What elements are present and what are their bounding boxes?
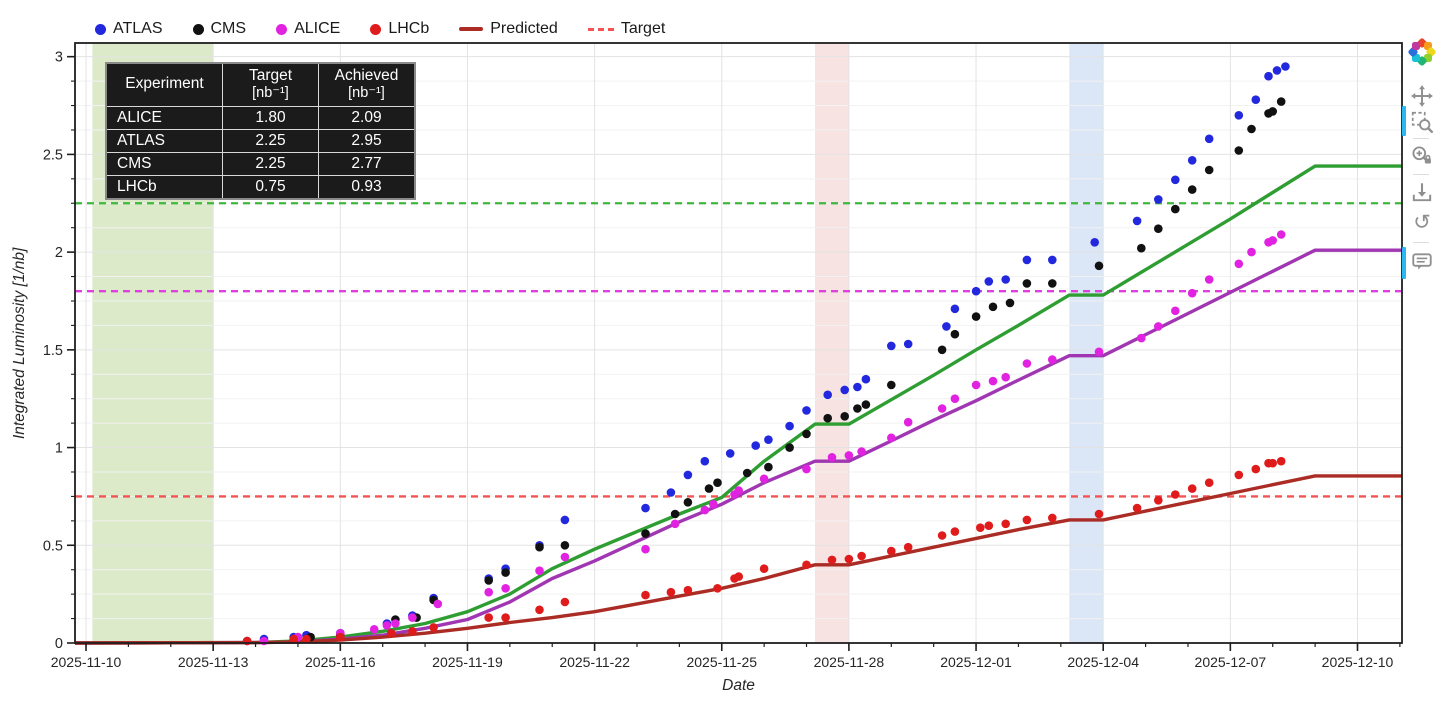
box-zoom-tool-icon[interactable] xyxy=(1410,110,1434,134)
target-achieved-table: Experiment Target [nb⁻¹] Achieved [nb⁻¹] A… xyxy=(105,62,416,200)
toolbar-separator xyxy=(1413,138,1429,139)
legend-label: Target xyxy=(620,20,666,37)
y-tick-label: 2.5 xyxy=(43,147,63,163)
active-tool-indicator xyxy=(1402,106,1406,136)
y-tick-label: 0.5 xyxy=(43,538,63,554)
x-tick-label: 2025-11-13 xyxy=(178,654,249,670)
legend-item-lhcb: LHCb xyxy=(370,20,429,38)
alice-predicted xyxy=(74,248,1402,645)
y-tick-label: 1 xyxy=(55,441,63,457)
table-row: LHCb 0.75 0.93 xyxy=(105,175,416,200)
x-tick-label: 2025-12-01 xyxy=(940,654,1012,670)
series-lhcb-points xyxy=(242,456,1286,646)
predicted-lines xyxy=(74,164,1402,645)
series-alice-points xyxy=(259,230,1286,646)
col-achieved: Achieved [nb⁻¹] xyxy=(318,62,416,107)
x-axis: 2025-11-10 2025-11-13 2025-11-16 2025-11-19… xyxy=(51,643,1401,670)
target-dash-icon xyxy=(587,27,614,31)
save-tool-icon[interactable] xyxy=(1410,180,1434,204)
atlas-marker-icon xyxy=(95,23,106,35)
toolbar-separator xyxy=(1413,242,1429,243)
x-tick-label: 2025-12-07 xyxy=(1195,654,1267,670)
alice-marker-icon xyxy=(276,23,288,35)
legend-item-alice: ALICE xyxy=(276,20,340,38)
plot-frame xyxy=(74,42,1403,644)
predicted-line-icon xyxy=(459,27,484,31)
table-row: CMS 2.25 2.77 xyxy=(105,152,416,176)
legend-label: ALICE xyxy=(294,20,341,37)
y-axis-title: Integrated Luminosity [1/nb] xyxy=(11,247,28,439)
active-tool-indicator xyxy=(1402,247,1406,279)
x-tick-label: 2025-11-28 xyxy=(814,654,885,670)
legend-item-atlas: ATLAS xyxy=(95,20,163,38)
col-experiment: Experiment xyxy=(105,62,223,107)
cms-marker-icon xyxy=(192,23,204,35)
chart-legend: ATLAS CMS ALICE LHCb Predicted Target xyxy=(95,20,665,38)
pan-tool-icon[interactable] xyxy=(1410,84,1434,108)
table-row: ATLAS 2.25 2.95 xyxy=(105,129,416,153)
legend-label: Predicted xyxy=(490,20,558,37)
bokeh-logo-icon[interactable] xyxy=(1407,37,1437,67)
legend-label: CMS xyxy=(210,20,247,37)
lhcb-predicted xyxy=(74,474,1402,645)
x-tick-label: 2025-11-25 xyxy=(686,654,757,670)
toolbar-separator xyxy=(1413,174,1429,175)
legend-label: LHCb xyxy=(388,20,430,37)
x-tick-label: 2025-12-10 xyxy=(1322,654,1394,670)
band-pink xyxy=(815,43,849,643)
legend-item-target: Target xyxy=(587,20,666,38)
y-tick-label: 3 xyxy=(55,50,63,66)
atlas-cms-predicted xyxy=(74,164,1402,645)
x-tick-label: 2025-11-19 xyxy=(432,654,503,670)
lhcb-marker-icon xyxy=(370,23,382,35)
y-axis: 0 0.5 1 1.5 2 2.5 3 xyxy=(43,50,75,652)
series-atlas-points xyxy=(242,62,1290,646)
band-blue xyxy=(1069,43,1104,643)
wheel-zoom-lock-tool-icon[interactable] xyxy=(1410,144,1434,168)
y-tick-label: 2 xyxy=(55,245,63,261)
major-gridlines xyxy=(75,43,1402,644)
x-tick-label: 2025-11-10 xyxy=(51,654,122,670)
series-cms-points xyxy=(289,97,1286,644)
legend-item-predicted: Predicted xyxy=(459,20,558,38)
x-axis-title: Date xyxy=(722,677,755,694)
y-tick-label: 1.5 xyxy=(43,343,63,359)
legend-item-cms: CMS xyxy=(192,20,247,38)
hover-tool-icon[interactable] xyxy=(1410,250,1434,274)
reset-tool-icon[interactable]: ↺ xyxy=(1413,211,1431,234)
col-target: Target [nb⁻¹] xyxy=(222,62,319,107)
y-tick-label: 0 xyxy=(55,636,63,652)
x-tick-label: 2025-12-04 xyxy=(1067,654,1139,670)
table-row: ALICE 1.80 2.09 xyxy=(105,106,416,130)
x-tick-label: 2025-11-16 xyxy=(305,654,376,670)
legend-label: ATLAS xyxy=(113,20,163,37)
x-tick-label: 2025-11-22 xyxy=(559,654,630,670)
table-header-row: Experiment Target [nb⁻¹] Achieved [nb⁻¹] xyxy=(105,62,416,107)
